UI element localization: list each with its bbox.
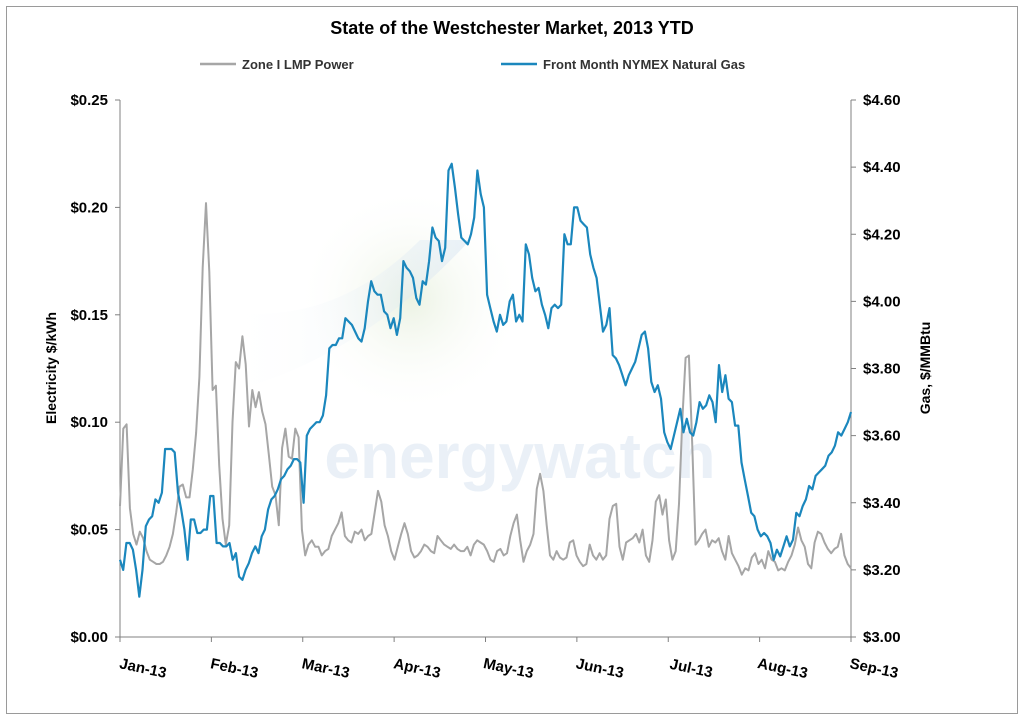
right-tick-label: $4.60: [863, 92, 901, 109]
right-axis-title: Gas, $/MMBtu: [917, 322, 933, 415]
right-tick-label: $3.80: [863, 361, 901, 378]
x-tick-label: Sep-13: [848, 655, 900, 682]
x-tick-label: Aug-13: [756, 655, 809, 682]
series-line-zone-i-lmp-power: [119, 202, 852, 576]
right-tick-label: $4.40: [863, 159, 901, 176]
left-axis-title: Electricity $/kWh: [43, 312, 59, 424]
legend-label-front-month-nymex-natural-gas: Front Month NYMEX Natural Gas: [543, 57, 745, 72]
legend: Zone I LMP Power Front Month NYMEX Natur…: [200, 57, 745, 72]
legend-label-zone-i-lmp-power: Zone I LMP Power: [242, 57, 354, 72]
x-tick-label: Feb-13: [209, 655, 260, 682]
x-tick-label: Jun-13: [574, 655, 625, 682]
right-tick-label: $4.00: [863, 293, 901, 310]
right-tick-label: $3.60: [863, 428, 901, 445]
right-y-ticks: $3.00 $3.20 $3.40 $3.60 $3.80 $4.00 $4.20 $4.40…: [851, 92, 901, 646]
right-tick-label: $3.20: [863, 562, 901, 579]
x-tick-label: Mar-13: [300, 655, 351, 682]
x-tick-label: Jul-13: [668, 656, 714, 682]
x-tick-label: Jan-13: [118, 655, 168, 682]
x-tick-label: Apr-13: [392, 655, 442, 682]
left-tick-label: $0.05: [70, 522, 108, 539]
right-tick-label: $3.00: [863, 629, 901, 646]
series-line-front-month-nymex-natural-gas: [118, 162, 853, 598]
chart-frame: [6, 6, 1018, 714]
left-y-ticks: $0.00 $0.05 $0.10 $0.15 $0.20 $0.25: [70, 92, 120, 646]
left-tick-label: $0.00: [70, 629, 108, 646]
watermark-glow: [295, 185, 525, 415]
left-tick-label: $0.10: [70, 414, 108, 431]
left-tick-label: $0.25: [70, 92, 108, 109]
chart-title: State of the Westchester Market, 2013 YT…: [330, 18, 693, 38]
x-ticks: Jan-13 Feb-13 Mar-13 Apr-13 May-13 Jun-13 Jul-…: [118, 637, 900, 682]
right-tick-label: $4.20: [863, 226, 901, 243]
watermark-text: energywatch: [324, 420, 715, 492]
right-tick-label: $3.40: [863, 495, 901, 512]
left-tick-label: $0.20: [70, 199, 108, 216]
left-tick-label: $0.15: [70, 307, 108, 324]
x-tick-label: May-13: [482, 655, 535, 682]
series-layer: [118, 162, 853, 598]
